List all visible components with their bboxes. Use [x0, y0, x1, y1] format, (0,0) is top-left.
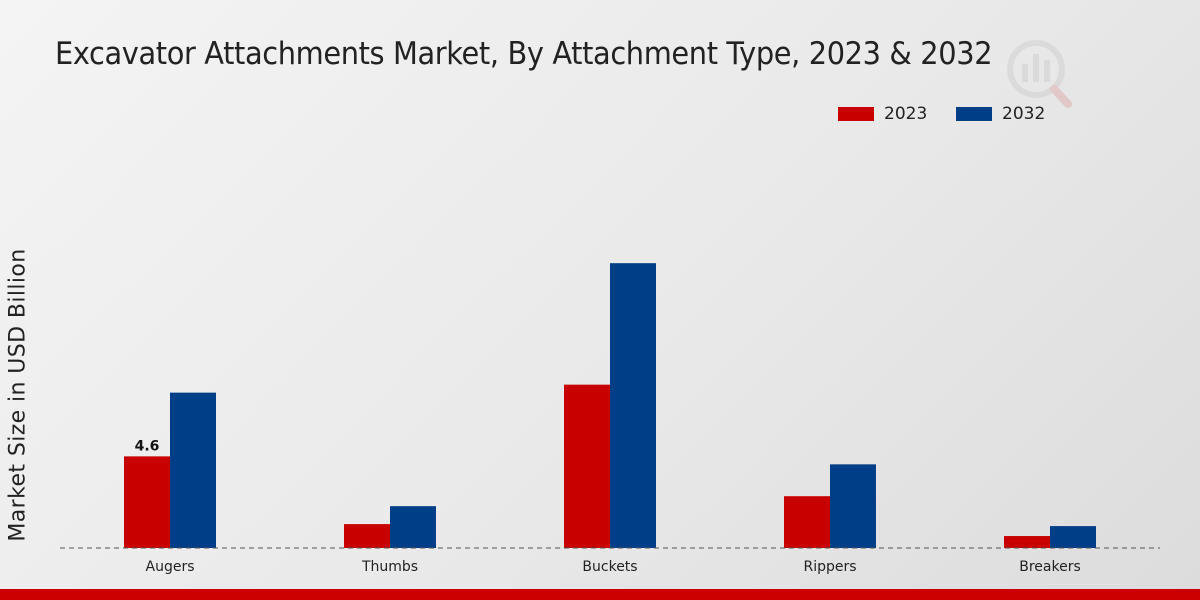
bar-augers-2032: [170, 392, 216, 548]
legend-item-2023: 2023: [838, 104, 927, 124]
legend-swatch-2023: [838, 107, 874, 121]
bar-rippers-2032: [830, 464, 876, 548]
bar-buckets-2032: [610, 263, 656, 548]
bar-breakers-2032: [1050, 526, 1096, 548]
bottom-accent-bar: [0, 589, 1200, 600]
x-tick-label-breakers: Breakers: [1019, 559, 1081, 575]
x-tick-label-buckets: Buckets: [582, 559, 637, 575]
bar-augers-2023: [124, 456, 170, 548]
x-tick-label-augers: Augers: [146, 559, 195, 575]
bar-thumbs-2023: [344, 524, 390, 548]
legend-item-2032: 2032: [956, 104, 1045, 124]
legend-label-2023: 2023: [884, 104, 928, 124]
bar-rippers-2023: [784, 496, 830, 548]
bar-breakers-2023: [1004, 536, 1050, 548]
bar-buckets-2023: [564, 384, 610, 548]
x-tick-label-rippers: Rippers: [803, 559, 856, 575]
x-tick-label-thumbs: Thumbs: [361, 559, 418, 575]
watermark-logo-icon: [1007, 40, 1072, 108]
data-label-augers-2023: 4.6: [135, 438, 160, 454]
legend-swatch-2032: [956, 107, 992, 121]
bar-thumbs-2032: [390, 506, 436, 548]
chart-title: Excavator Attachments Market, By Attachm…: [55, 36, 993, 72]
legend-label-2032: 2032: [1002, 104, 1046, 124]
